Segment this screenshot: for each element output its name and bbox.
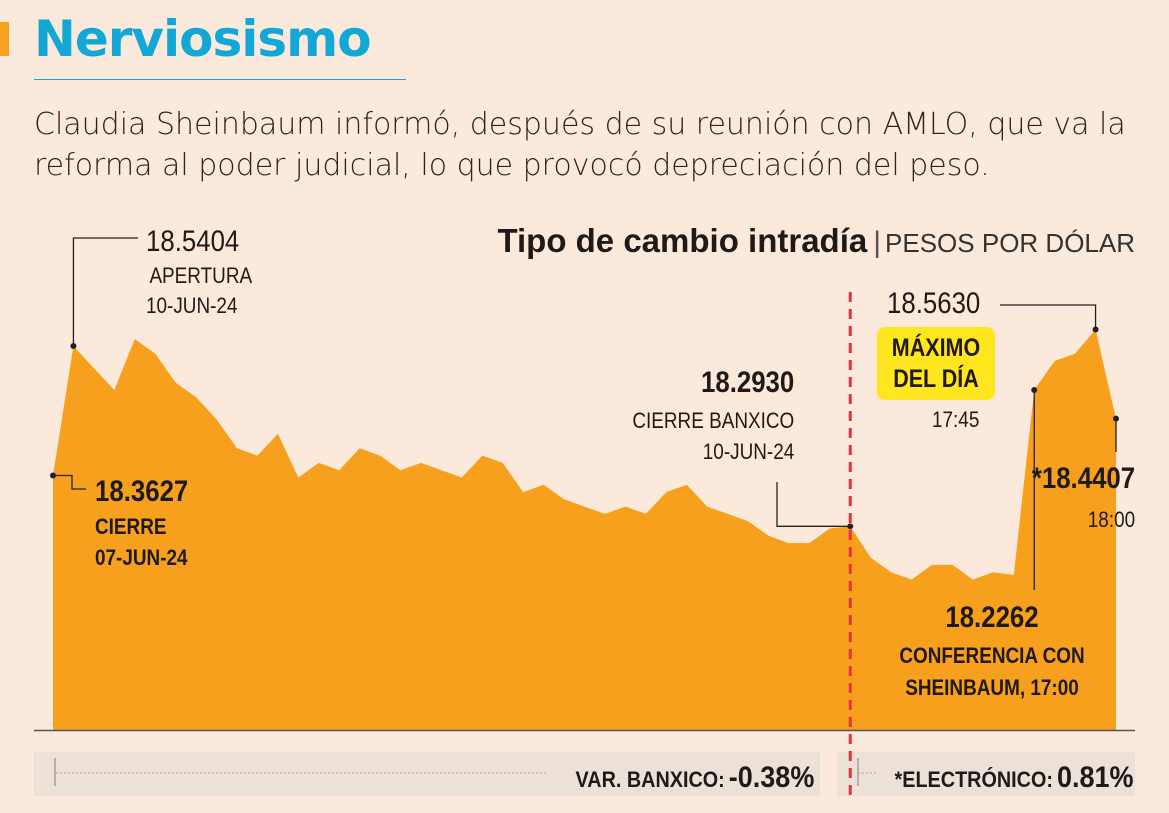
area-series bbox=[53, 329, 1116, 730]
max-dot bbox=[1092, 326, 1099, 333]
cierre-annotation: 18.3627 CIERRE 07-JUN-24 bbox=[95, 477, 188, 569]
apertura-dot bbox=[70, 343, 77, 349]
max-badge-text: MÁXIMO DEL DÍA bbox=[885, 333, 986, 395]
max-time-annotation: 17:45 bbox=[932, 409, 979, 431]
electronico-time: 18:00 bbox=[1087, 507, 1135, 532]
cierre-dot bbox=[50, 472, 56, 479]
footer-electronico-value: 0.81% bbox=[1057, 761, 1134, 794]
banxico-date: 10-JUN-24 bbox=[702, 439, 794, 464]
subtitle: Claudia Sheinbaum informó, después de su… bbox=[34, 107, 1126, 183]
footer-electronico-label: *ELECTRÓNICO: bbox=[895, 767, 1054, 792]
banxico-label: CIERRE BANXICO bbox=[632, 408, 794, 433]
footer-banxico-label: VAR. BANXICO: bbox=[575, 767, 725, 792]
conferencia-dot bbox=[1031, 387, 1038, 394]
page-title: Nerviosismo bbox=[34, 10, 372, 68]
max-label-line2: DEL DÍA bbox=[893, 365, 979, 393]
conferencia-label-1: CONFERENCIA CON bbox=[899, 643, 1085, 668]
banxico-leader-line bbox=[776, 482, 851, 527]
conferencia-annotation: 18.2262 CONFERENCIA CON SHEINBAUM, 17:00 bbox=[896, 603, 1089, 699]
cierre-leader-line bbox=[53, 474, 86, 490]
footer-banxico: VAR. BANXICO: -0.38% bbox=[575, 761, 814, 795]
apertura-leader-line bbox=[72, 237, 138, 346]
max-value: 18.5630 bbox=[887, 287, 981, 320]
banxico-value: 18.2930 bbox=[700, 366, 794, 399]
max-value-annotation: 18.5630 bbox=[887, 289, 980, 319]
apertura-annotation: 18.5404 APERTURA 10-JUN-24 bbox=[146, 227, 252, 317]
apertura-value: 18.5404 bbox=[146, 225, 240, 258]
electronico-dot bbox=[1113, 415, 1119, 422]
cierre-value: 18.3627 bbox=[95, 475, 189, 508]
conferencia-label-2: SHEINBAUM, 17:00 bbox=[905, 675, 1079, 700]
electronico-value: *18.4407 bbox=[1031, 462, 1135, 495]
max-leader-line bbox=[1000, 304, 1097, 330]
cierre-label: CIERRE bbox=[95, 514, 167, 539]
title-rule bbox=[34, 79, 406, 80]
footer-box-banxico bbox=[34, 752, 820, 796]
electronico-annotation: *18.4407 18:00 bbox=[1032, 464, 1135, 531]
apertura-date: 10-JUN-24 bbox=[146, 293, 238, 318]
max-badge bbox=[877, 327, 995, 400]
banxico-dot bbox=[847, 523, 854, 530]
accent-bar bbox=[0, 22, 9, 56]
cierre-date: 07-JUN-24 bbox=[95, 545, 188, 570]
max-time: 17:45 bbox=[932, 407, 980, 432]
footer-box-electronico bbox=[837, 752, 1135, 796]
chart-title: Tipo de cambio intradía bbox=[497, 222, 868, 259]
footer-banxico-value: -0.38% bbox=[728, 761, 814, 794]
banxico-annotation: 18.2930 CIERRE BANXICO 10-JUN-24 bbox=[632, 368, 794, 463]
max-label-line1: MÁXIMO bbox=[891, 334, 981, 362]
conferencia-value: 18.2262 bbox=[945, 601, 1039, 634]
footer-electronico: *ELECTRÓNICO: 0.81% bbox=[895, 761, 1134, 795]
heading-separator: | bbox=[873, 226, 882, 259]
chart-unit: PESOS POR DÓLAR bbox=[885, 228, 1135, 258]
apertura-label: APERTURA bbox=[149, 263, 253, 288]
chart-heading: Tipo de cambio intradía | PESOS POR DÓLAR bbox=[497, 222, 1135, 260]
